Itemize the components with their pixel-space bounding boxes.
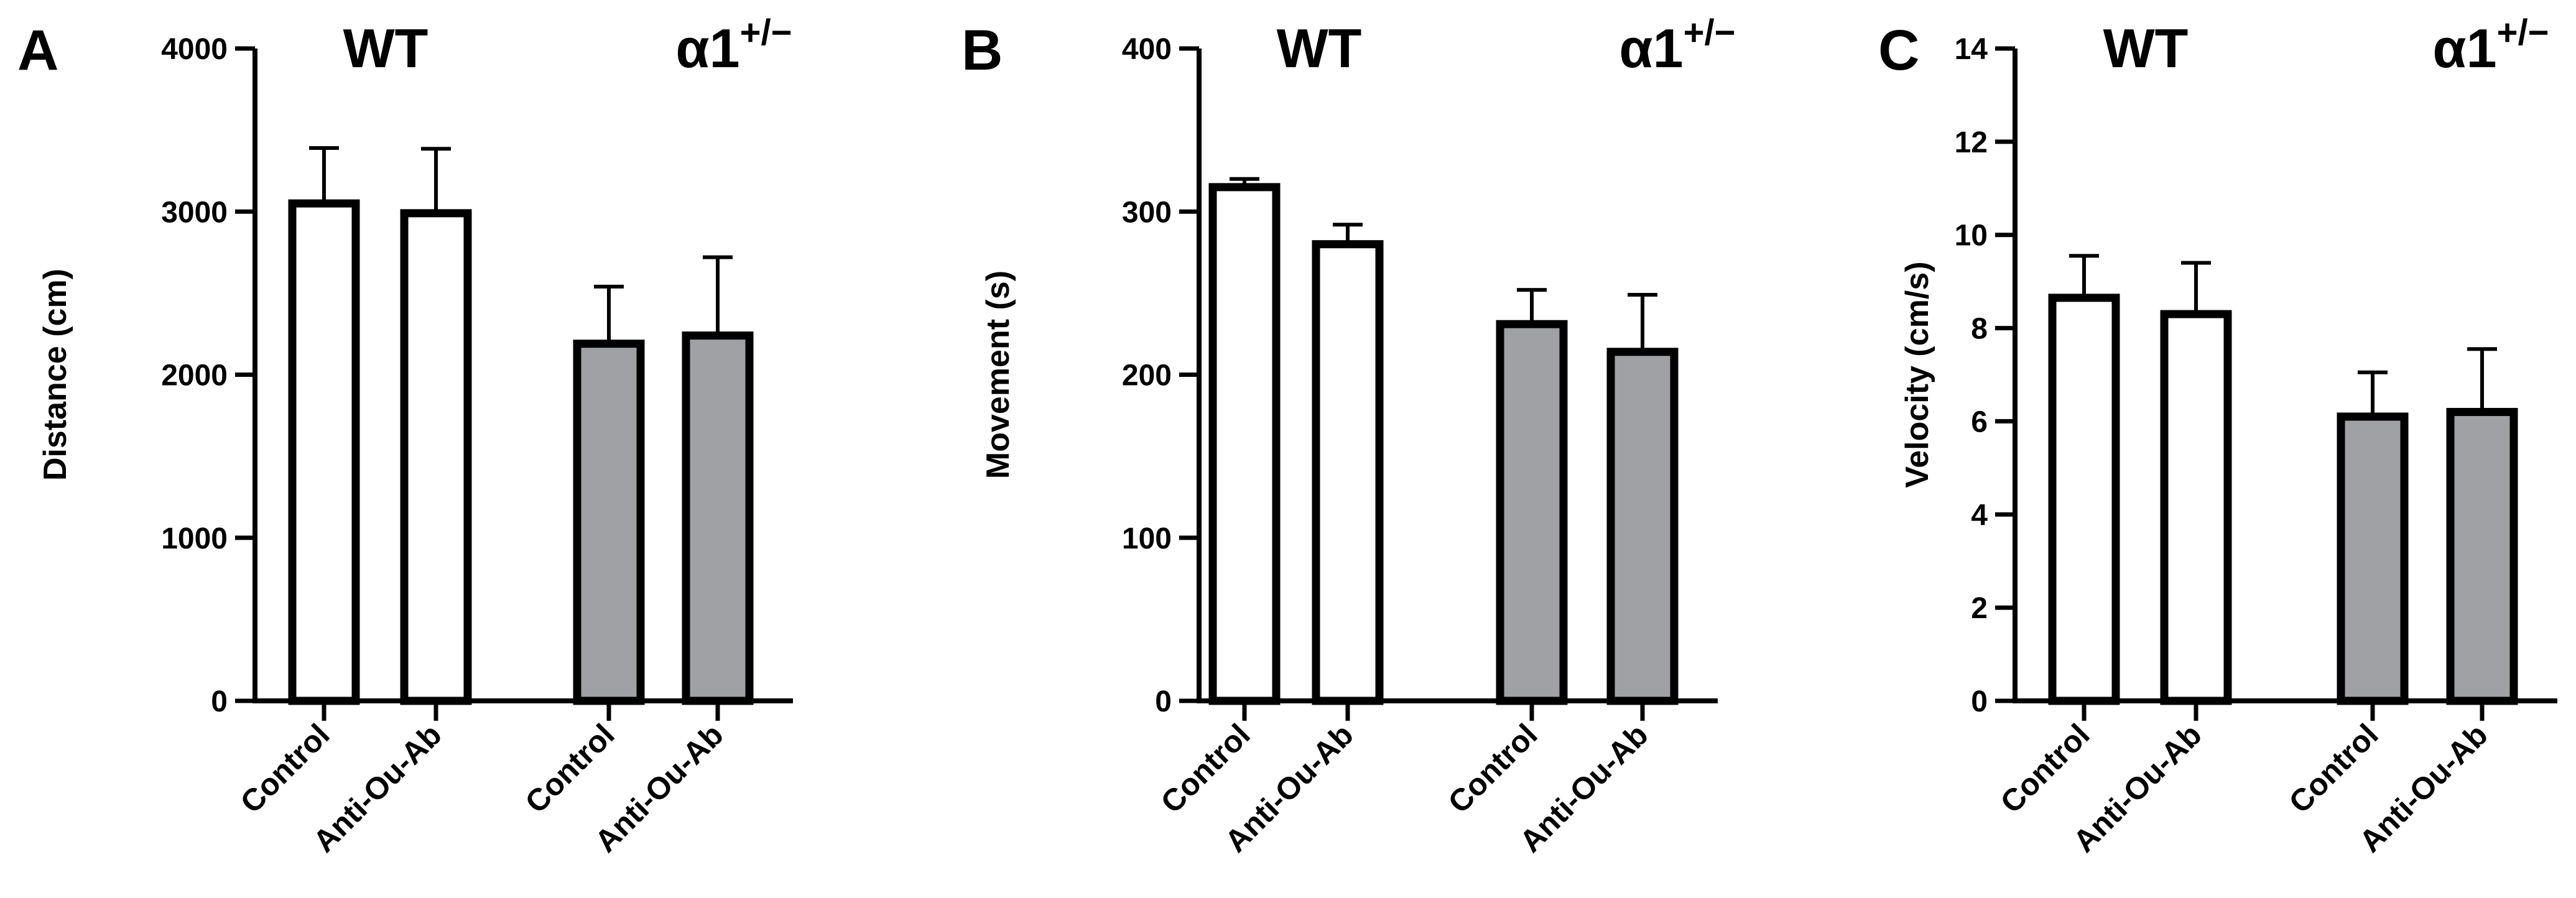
bar <box>2446 407 2518 705</box>
group-name: α1 <box>2433 17 2497 79</box>
group-label: α1+/− <box>2433 12 2549 79</box>
group-label: WT <box>343 17 429 79</box>
panel-a: A 0 1000 2000 3000 4000 Distance (cm) WT α1+/− Co… <box>17 12 793 859</box>
category-label: Control <box>2282 717 2385 820</box>
group-label: α1+/− <box>676 12 792 79</box>
y-axis-label: Movement (s) <box>980 271 1016 479</box>
group-superscript: +/− <box>1684 12 1736 53</box>
bar <box>288 199 360 705</box>
group-name: α1 <box>676 17 740 79</box>
y-tick-label: 6 <box>1971 405 1988 438</box>
bar <box>682 331 754 705</box>
group-name: WT <box>1277 17 1362 79</box>
category-label: Control <box>234 717 336 820</box>
group-superscript: +/− <box>740 12 792 53</box>
group-label: α1+/− <box>1619 12 1736 79</box>
bar <box>1312 240 1384 705</box>
y-tick-label: 8 <box>1971 313 1988 346</box>
panel-letter: B <box>961 19 1003 82</box>
y-tick-label: 2 <box>1971 592 1988 625</box>
y-tick-label: 3000 <box>161 196 228 229</box>
bar <box>2337 412 2409 705</box>
y-tick-label: 1000 <box>161 522 228 555</box>
group-label: WT <box>1277 17 1362 79</box>
bar <box>1496 320 1568 705</box>
panel-letter: C <box>1878 19 1919 82</box>
y-tick-label: 4000 <box>161 33 228 66</box>
bar <box>400 209 472 705</box>
y-tick-label: 2000 <box>161 359 228 392</box>
panel-letter: A <box>17 19 58 82</box>
y-tick-label: 10 <box>1955 220 1988 252</box>
y-axis-label: Distance (cm) <box>37 269 73 481</box>
y-tick-label: 0 <box>1971 685 1988 718</box>
y-tick-label: 100 <box>1122 522 1172 555</box>
bar <box>2048 294 2120 705</box>
category-label: Control <box>1994 717 2096 820</box>
y-tick-label: 300 <box>1122 196 1172 229</box>
y-tick-label: 0 <box>211 685 228 718</box>
bar <box>573 340 645 705</box>
group-superscript: +/− <box>2497 12 2549 53</box>
y-tick-label: 200 <box>1122 359 1172 392</box>
group-label: WT <box>2103 17 2189 79</box>
y-tick-label: 400 <box>1122 33 1172 66</box>
category-label: Control <box>1442 717 1544 820</box>
category-label: Control <box>1154 717 1257 820</box>
y-tick-label: 12 <box>1955 126 1988 159</box>
y-tick-label: 0 <box>1155 685 1172 718</box>
bar <box>1606 348 1679 705</box>
group-name: α1 <box>1619 17 1684 79</box>
panel-c: C 0 2 4 6 8 10 12 14 Velocity (cm/s) WT α1+/− Contro… <box>1878 12 2557 859</box>
bar <box>2160 310 2232 705</box>
group-name: WT <box>2103 17 2189 79</box>
bar <box>1208 183 1281 705</box>
group-name: WT <box>343 17 429 79</box>
y-axis-label: Velocity (cm/s) <box>1899 261 1935 488</box>
y-tick-label: 4 <box>1971 499 1988 532</box>
category-label: Control <box>519 717 621 820</box>
y-tick-label: 14 <box>1955 33 1988 66</box>
panel-b: B 0 100 200 300 400 Movement (s) WT α1+/− Control… <box>961 12 1735 859</box>
